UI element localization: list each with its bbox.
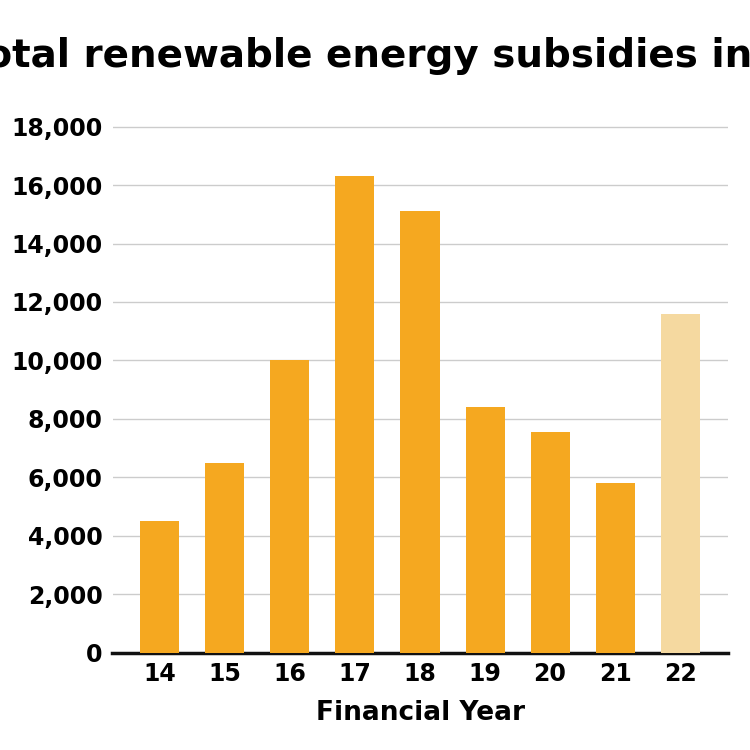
Bar [140,521,179,652]
Bar [596,483,634,652]
Bar [661,314,700,652]
Bar [400,211,439,652]
X-axis label: Financial Year: Financial Year [316,700,524,726]
Bar [466,407,505,652]
Bar [335,176,374,652]
Bar [206,463,245,652]
Bar [271,361,310,652]
Bar [530,432,569,652]
Title: Total renewable energy subsidies in India: Total renewable energy subsidies in Indi… [0,37,750,75]
